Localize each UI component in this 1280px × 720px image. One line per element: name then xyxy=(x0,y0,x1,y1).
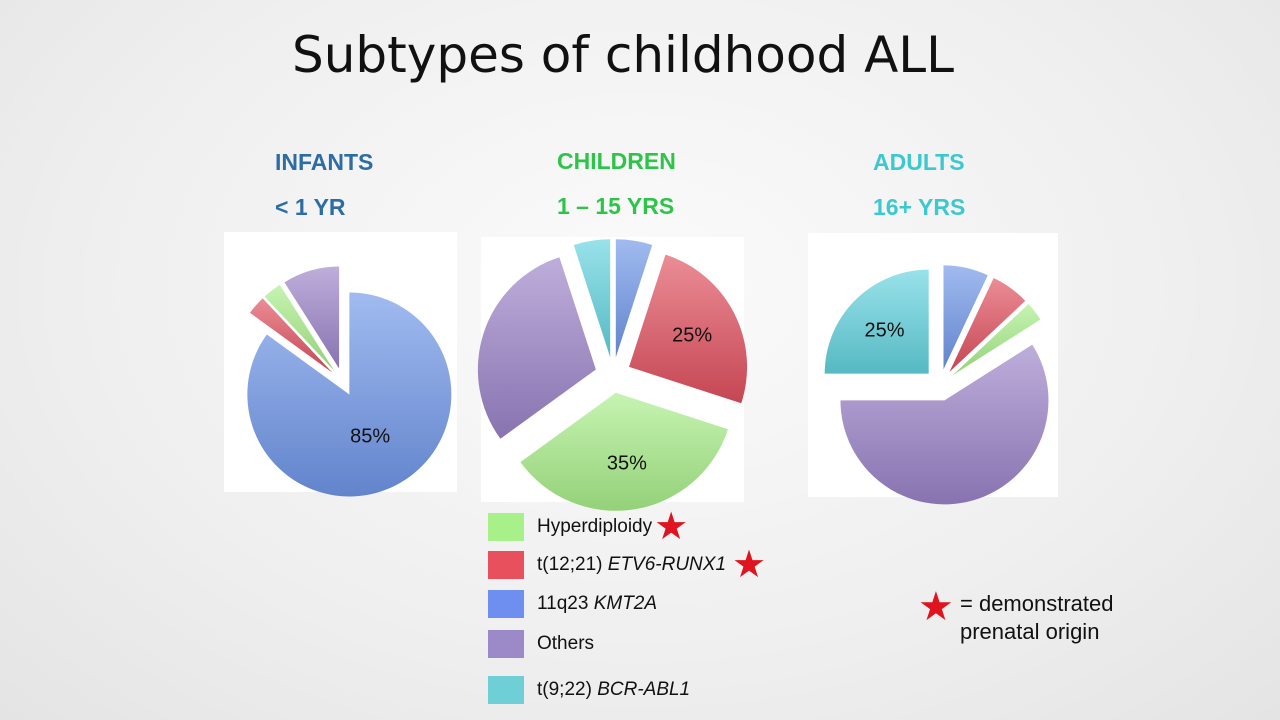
legend-swatch xyxy=(488,676,524,704)
pie-slice-hyperdiploidy xyxy=(520,392,729,511)
pie-slice-t-9-22-bcr-abl1 xyxy=(824,269,929,374)
note-line-1: = demonstrated xyxy=(960,591,1114,616)
star-note: ★ = demonstrated prenatal origin xyxy=(918,585,1114,646)
pie-slice-others xyxy=(840,344,1049,505)
legend-gene: BCR-ABL1 xyxy=(597,679,691,700)
legend-swatch xyxy=(488,551,524,579)
star-icon: ★ xyxy=(654,506,689,548)
legend-text: t(9;22) xyxy=(537,679,598,700)
pie-slice-t-12-21-etv6-runx1 xyxy=(949,277,1026,373)
pie-slice-hyperdiploidy xyxy=(952,304,1041,376)
legend-gene: KMT2A xyxy=(593,593,658,614)
pie-slice-t-12-21-etv6-runx1 xyxy=(249,298,333,373)
legend-text: Hyperdiploidy xyxy=(537,516,653,537)
legend-text: t(12;21) xyxy=(537,554,608,575)
legend-swatch xyxy=(488,590,524,618)
children-heading: CHILDREN 1 – 15 YRS xyxy=(557,139,676,229)
infants-heading: INFANTS < 1 YR xyxy=(275,140,373,230)
slice-value-label: 25% xyxy=(672,325,712,347)
children-age: 1 – 15 YRS xyxy=(557,193,675,219)
legend-item-kmt2a: 11q23 KMT2A xyxy=(488,590,657,618)
legend-swatch xyxy=(488,513,524,541)
legend-gene: ETV6-RUNX1 xyxy=(607,554,727,575)
legend-text: Others xyxy=(537,633,595,654)
adults-heading: ADULTS 16+ YRS xyxy=(873,140,965,230)
slice-value-label: 85% xyxy=(350,425,390,447)
legend-item-etv6-runx1: t(12;21) ETV6-RUNX1 ★ xyxy=(488,544,767,586)
pie-slice-others xyxy=(284,266,340,369)
pie-slice-t-9-22-bcr-abl1 xyxy=(573,239,611,358)
adults-age: 16+ YRS xyxy=(873,194,966,220)
slide-title: Subtypes of childhood ALL xyxy=(291,26,954,84)
note-line-2: prenatal origin xyxy=(960,619,1100,644)
legend-item-hyperdiploidy: Hyperdiploidy ★ xyxy=(488,506,689,548)
pie-slice-others xyxy=(477,257,596,439)
legend-item-bcr-abl1: t(9;22) BCR-ABL1 xyxy=(488,676,690,704)
pie-slice-hyperdiploidy xyxy=(264,284,335,371)
pie-slice-t-12-21-etv6-runx1 xyxy=(629,254,748,404)
star-icon: ★ xyxy=(918,585,954,629)
pie-slice-11q23-kmt2a xyxy=(247,292,452,497)
infants-age: < 1 YR xyxy=(275,194,346,220)
slice-value-label: 25% xyxy=(865,320,905,342)
legend-swatch xyxy=(488,630,524,658)
adults-label: ADULTS xyxy=(873,149,965,175)
star-icon: ★ xyxy=(732,544,767,586)
children-label: CHILDREN xyxy=(557,148,676,174)
infants-label: INFANTS xyxy=(275,149,374,175)
legend-text: 11q23 xyxy=(537,593,594,614)
slice-value-label: 35% xyxy=(607,453,647,475)
legend-item-others: Others xyxy=(488,630,594,658)
pie-slice-11q23-kmt2a xyxy=(943,265,988,370)
pie-slice-11q23-kmt2a xyxy=(615,239,653,358)
